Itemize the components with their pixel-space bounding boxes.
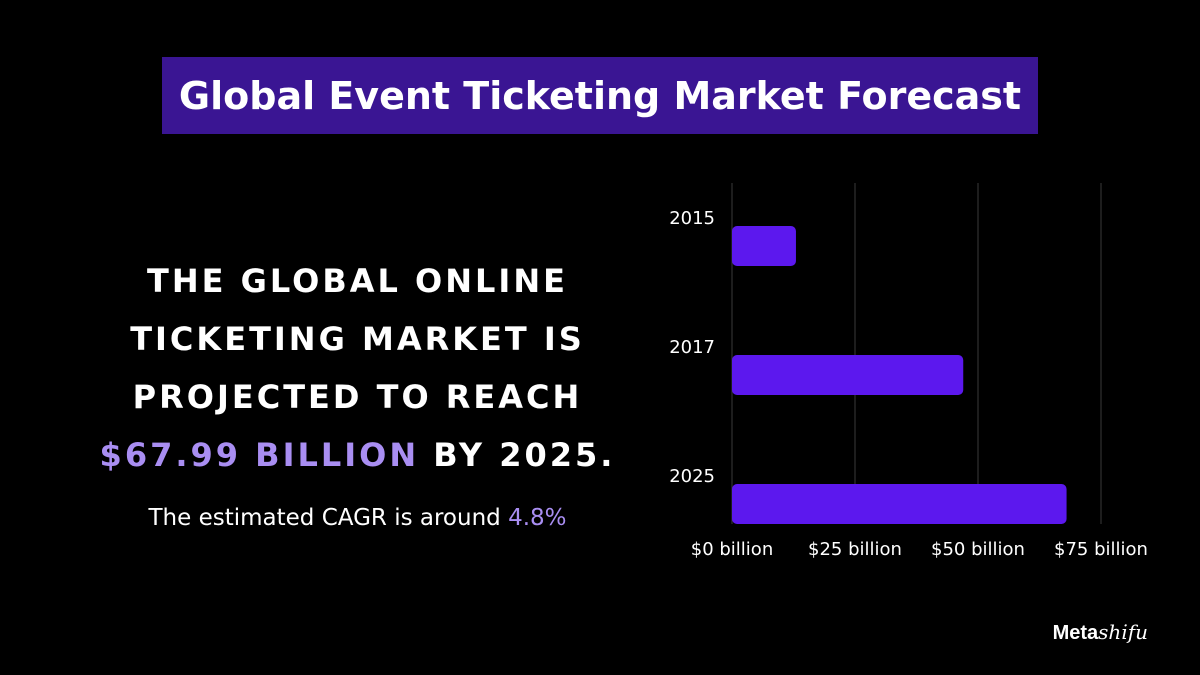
headline: The global online ticketing market is pr…	[40, 252, 675, 484]
cagr-text: The estimated CAGR is around	[148, 505, 509, 531]
x-tick-label-0: $0 billion	[691, 539, 773, 560]
headline-line-4: $67.99 billion by 2025.	[40, 426, 675, 484]
headline-highlight: $67.99 billion	[99, 436, 420, 474]
bar-2025	[732, 484, 1067, 524]
headline-line-3: projected to reach	[132, 378, 583, 416]
page-title: Global Event Ticketing Market Forecast	[178, 73, 1022, 118]
headline-suffix: by 2025.	[419, 436, 616, 474]
x-tick-label-3: $75 billion	[1054, 539, 1148, 560]
headline-line-1: The global online	[147, 262, 568, 300]
cagr-value: 4.8%	[508, 505, 567, 531]
bar-2015	[732, 226, 796, 266]
x-tick-label-2: $50 billion	[931, 539, 1025, 560]
cagr-statement: The estimated CAGR is around 4.8%	[40, 505, 675, 531]
category-label-2015: 2015	[669, 208, 715, 229]
title-banner: Global Event Ticketing Market Forecast	[162, 57, 1038, 134]
logo-part-1: Meta	[1052, 622, 1099, 644]
metashifu-logo: Metashifu	[1053, 620, 1148, 645]
category-label-2025: 2025	[669, 466, 715, 487]
bar-2017	[732, 355, 964, 395]
x-tick-label-1: $25 billion	[808, 539, 902, 560]
category-label-2017: 2017	[669, 337, 715, 358]
logo-part-2: shifu	[1098, 620, 1148, 644]
headline-line-2: ticketing market is	[130, 320, 585, 358]
